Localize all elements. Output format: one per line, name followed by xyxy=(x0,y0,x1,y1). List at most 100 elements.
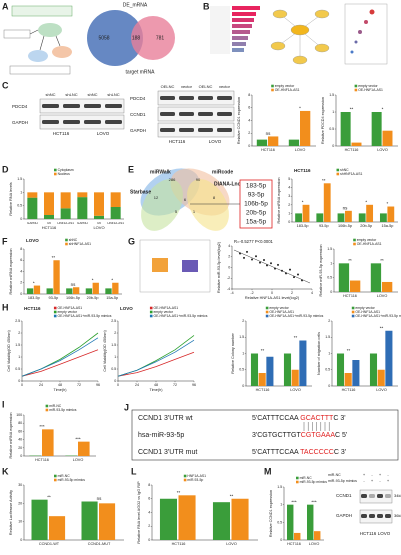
label: vector xyxy=(181,84,193,89)
legend-label: miR-93-5p mimics xyxy=(300,480,328,484)
legend-swatch xyxy=(355,85,358,88)
legend-swatch xyxy=(352,311,355,314)
bar xyxy=(287,505,293,540)
point xyxy=(259,262,261,264)
point xyxy=(270,262,272,264)
label: CCND1 3'UTR mut xyxy=(138,449,197,456)
bar xyxy=(251,354,258,387)
legend-swatch xyxy=(271,89,274,92)
y-tick-label: 1.5 xyxy=(325,335,330,339)
x-tick-label: 15a-5p xyxy=(106,296,118,300)
panel-letter: I xyxy=(2,399,5,409)
blot-band xyxy=(160,128,175,132)
bar xyxy=(307,505,313,540)
bar-segment xyxy=(94,216,104,219)
bar xyxy=(350,281,360,292)
y-tick-label: 2 xyxy=(242,319,244,323)
label: 15a-5p xyxy=(246,219,267,226)
y-tick-label: 0.5 xyxy=(17,204,22,208)
point xyxy=(297,273,299,275)
y-tick-label: 0 xyxy=(288,220,290,224)
y-axis-label: Relative RNA levels xyxy=(9,182,13,215)
bar xyxy=(371,263,381,292)
y-tick-label: 0 xyxy=(18,379,20,383)
y-tick-label: 0 xyxy=(228,265,230,269)
x-tick-label: 24 xyxy=(135,383,139,387)
y-tick-label: 0.5 xyxy=(277,520,282,524)
x-tick-label: LOVO xyxy=(73,458,84,462)
diagram-node xyxy=(38,23,62,37)
y-tick-label: 0 xyxy=(332,144,334,148)
y-tick-label: 0 xyxy=(20,217,22,221)
point xyxy=(239,253,241,255)
y-tick-label: 1 xyxy=(332,110,334,114)
point xyxy=(243,257,245,259)
bar-segment xyxy=(27,198,37,219)
x-tick-label: HCT116 xyxy=(261,148,275,152)
blot-band xyxy=(105,104,122,108)
label: shLNC xyxy=(107,92,119,97)
bar xyxy=(284,354,291,387)
label: GAPDH xyxy=(12,120,28,125)
y-tick-label: 5 xyxy=(288,177,290,181)
bar xyxy=(339,263,349,292)
significance: *** xyxy=(291,499,297,504)
bar xyxy=(372,112,382,146)
bar-segment xyxy=(44,192,54,215)
legend-swatch xyxy=(184,475,187,478)
bar xyxy=(27,288,33,294)
x-tick-label: HCT116 xyxy=(343,294,357,298)
panel-letter: B xyxy=(203,1,210,11)
bar xyxy=(337,354,344,387)
label: LOVO xyxy=(97,131,110,136)
bar xyxy=(345,211,352,222)
bar-segment xyxy=(111,192,121,207)
sequence-part: C 3' xyxy=(333,415,345,422)
bar xyxy=(387,207,394,222)
panel-letter: H xyxy=(2,302,9,312)
y-tick-label: 8 xyxy=(148,483,150,487)
label: 183-5p xyxy=(246,183,267,190)
bar xyxy=(316,213,323,222)
x-tick-label: HCT116 xyxy=(342,388,356,392)
panel-letter: J xyxy=(124,402,129,412)
label: LOVO xyxy=(209,139,222,144)
legend-swatch xyxy=(54,169,57,172)
label: DE_mRNA xyxy=(123,2,148,8)
legend-label: miR-93-5p xyxy=(187,478,203,482)
y-tick-label: 0 xyxy=(20,292,22,296)
legend-swatch xyxy=(184,479,187,482)
label: shLNC xyxy=(65,92,77,97)
label: miR-93-5p mimics xyxy=(328,479,357,483)
significance: ** xyxy=(347,348,351,353)
panel-letter: D xyxy=(2,164,9,174)
blot-band xyxy=(369,494,375,498)
significance: ** xyxy=(52,255,56,260)
significance: *** xyxy=(75,436,81,441)
x-tick-label: 0 xyxy=(117,383,119,387)
x-tick-label: LOVO xyxy=(377,294,388,298)
y-tick-label: 0 xyxy=(328,384,330,388)
x-tick-label: 4 xyxy=(311,291,313,295)
y-axis-label: Relative miR-93-5p expression xyxy=(319,245,323,297)
legend-swatch xyxy=(296,481,299,484)
y-tick-label: 30 xyxy=(18,483,22,487)
blot-band xyxy=(377,514,383,518)
y-tick-label: 8 xyxy=(248,93,250,97)
y-axis-label: Relative miRNA expression xyxy=(9,248,13,294)
label: 93-5p xyxy=(248,192,265,199)
bar-segment xyxy=(77,192,87,197)
y-tick-label: 0.5 xyxy=(325,368,330,372)
x-tick-label: LOVO xyxy=(376,388,387,392)
label: OELNC xyxy=(199,84,213,89)
x-tick-label: LOVO xyxy=(295,148,306,152)
y-tick-label: 2 xyxy=(288,203,290,207)
y-tick-label: 100 xyxy=(16,413,22,417)
legend-swatch xyxy=(337,173,340,176)
sequence-part: C 5' xyxy=(335,432,347,439)
bar xyxy=(299,341,306,387)
y-tick-label: 2 xyxy=(228,255,230,259)
x-tick-label: -2 xyxy=(250,291,253,295)
point xyxy=(266,264,268,266)
bar xyxy=(295,213,302,222)
